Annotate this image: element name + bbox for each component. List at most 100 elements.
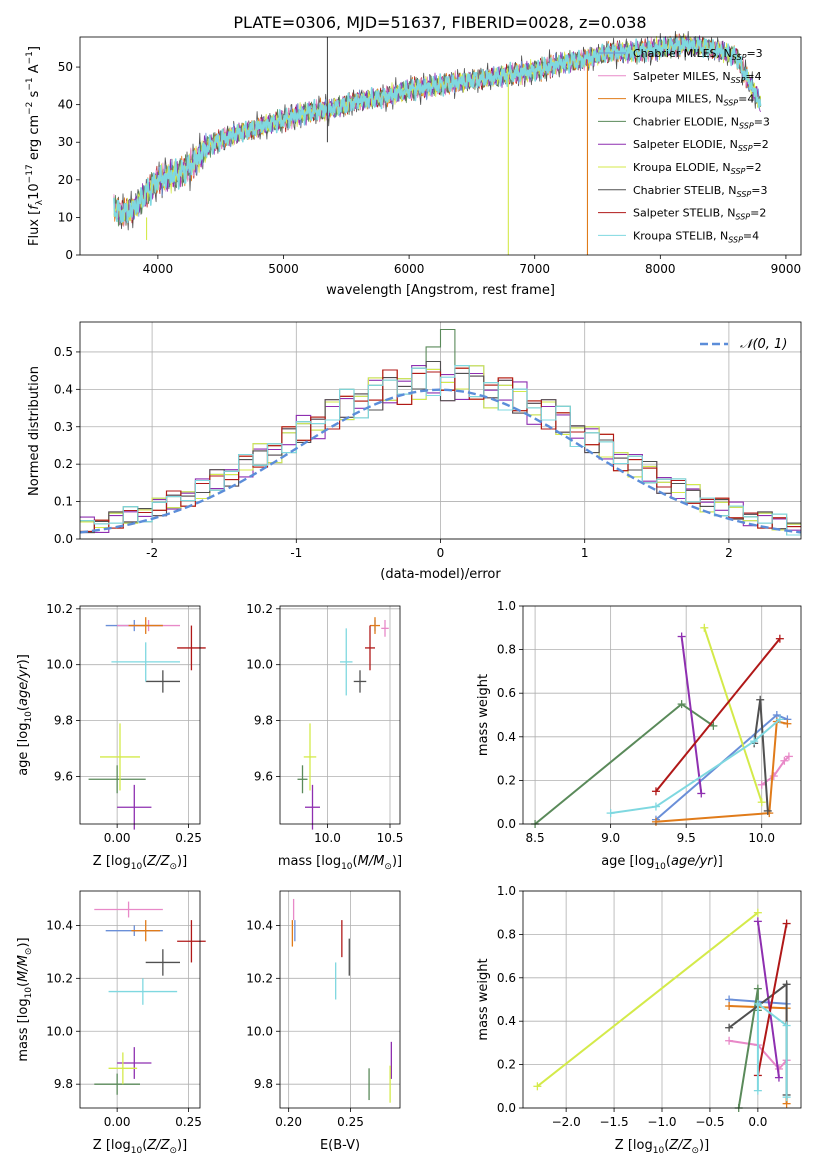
y-tick-label: 10.4 <box>46 918 73 932</box>
y-axis-label: mass [log10(M/M⊙)] <box>16 937 34 1061</box>
label-part: Flux [ <box>27 210 42 246</box>
weight-marker <box>757 780 766 789</box>
y-tick-label: 1.0 <box>497 599 516 613</box>
y-tick-label: 0.8 <box>497 927 516 941</box>
weight-marker <box>782 1021 791 1030</box>
panel-age-vs-mass: 10.0 10.5 9.6 9.8 10.0 10.2 mass [log10(M/M⊙)] <box>246 602 403 872</box>
label-part: Z/Z <box>146 1138 170 1153</box>
y-tick-label: 9.8 <box>254 714 273 728</box>
weight-marker <box>769 772 778 781</box>
axes-frame <box>279 890 401 1109</box>
label-part: Z/Z <box>668 1138 692 1153</box>
weight-marker <box>725 1036 734 1045</box>
label-part: ( <box>666 854 671 869</box>
legend-label-main: Chabrier MILES, N <box>633 47 732 60</box>
weight-line <box>756 1001 788 1098</box>
label-part: A <box>27 64 42 77</box>
x-axis-label: wavelength [Angstrom, rest frame] <box>326 283 555 298</box>
axes-frame <box>522 605 802 825</box>
errorbar-point <box>88 765 146 794</box>
weight-marker <box>697 789 706 798</box>
legend-label-main: Chabrier STELIB, N <box>633 184 737 197</box>
x-tick-label: 2 <box>725 546 733 560</box>
legend-label-main: Salpeter STELIB, N <box>633 207 735 220</box>
weight-marker <box>606 809 615 818</box>
legend-label-main: Salpeter MILES, N <box>633 70 731 83</box>
label-part: ( <box>664 1138 669 1153</box>
label-part: erg cm <box>27 115 42 164</box>
y-tick-label: 9.8 <box>54 1077 73 1091</box>
x-tick-label: 8000 <box>645 262 676 276</box>
weight-marker <box>782 1093 791 1102</box>
weight-marker <box>757 798 766 807</box>
label-part: M/M <box>358 854 385 869</box>
x-tick-label: -2 <box>146 546 158 560</box>
weight-marker <box>750 737 759 746</box>
weight-line <box>655 638 781 792</box>
y-tick-label: 10.0 <box>246 658 273 672</box>
legend-label: Chabrier MILES, NSSP=3 <box>633 47 763 62</box>
legend-label: Chabrier STELIB, NSSP=3 <box>633 184 767 199</box>
y-tick-label: 0.4 <box>54 382 73 396</box>
y-tick-label: 0.1 <box>54 495 73 509</box>
weight-marker <box>753 999 762 1008</box>
y-tick-label: 0.2 <box>497 773 516 787</box>
label-part: −2 <box>25 102 35 115</box>
label-part: age [ <box>601 854 634 869</box>
weight-marker <box>725 1023 734 1032</box>
label-part: s <box>27 90 42 101</box>
label-part: ( <box>142 854 147 869</box>
label-part: ⊙ <box>384 862 392 872</box>
x-tick-label: -1 <box>290 546 302 560</box>
y-axis-label: mass weight <box>476 958 491 1040</box>
legend-label-sub: SSP <box>728 235 743 244</box>
x-tick-label: 0.00 <box>104 1115 131 1129</box>
weight-line <box>680 636 703 794</box>
errorbar-point <box>177 920 206 963</box>
label-part: log <box>111 854 131 869</box>
y-tick-label: 10.0 <box>46 658 73 672</box>
y-tick-label: 10.0 <box>246 1024 273 1038</box>
spectrum-line <box>113 30 761 231</box>
axes-frame <box>79 890 201 1109</box>
label-part: ⊙ <box>169 1146 177 1156</box>
y-axis-label: Flux [fλ10−17 erg cm−2 s−1 A−1] <box>25 46 45 246</box>
label-part: M/M <box>16 955 31 982</box>
label-part: ( <box>353 854 358 869</box>
weight-marker <box>783 719 792 728</box>
legend-label-tail: =4 <box>738 93 754 106</box>
weight-marker <box>700 623 709 632</box>
label-part: 10 <box>131 862 143 872</box>
panel-age-vs-Z: 0.00 0.259.69.810.010.2Z [log10(Z/Z⊙)]age… <box>16 602 206 872</box>
errorbar-point <box>111 642 180 682</box>
errorbar-point <box>370 617 380 634</box>
weight-marker <box>775 634 784 643</box>
legend-label-sub: SSP <box>731 167 746 176</box>
weight-line <box>756 923 788 1076</box>
label-part: Z/Z <box>146 854 170 869</box>
legend-label-sub: SSP <box>739 121 754 130</box>
panel-residual-histogram: -2 -1 0 1 2 0.0 0.1 0.2 0.3 0.4 0.5 𝒩(0, 1) (data-mo… <box>27 321 802 582</box>
label-part: ] <box>27 46 42 51</box>
x-tick-label: 7000 <box>519 262 550 276</box>
axes-frame <box>79 605 201 825</box>
errorbar-point <box>381 619 389 637</box>
label-part: 10 <box>27 183 42 200</box>
x-tick-label: −0.5 <box>695 1115 724 1129</box>
label-part: )] <box>699 1138 709 1153</box>
panel-spectrum: 4000 5000 6000 7000 8000 9000 0 10 20 30 40 50 Chabr… <box>25 30 802 298</box>
legend-label-sub: SSP <box>738 144 753 153</box>
errorbar-point <box>117 784 152 830</box>
x-tick-label: 9.5 <box>677 831 696 845</box>
y-tick-label: 10.2 <box>46 971 73 985</box>
errorbar-point <box>94 1073 140 1095</box>
weight-marker <box>753 917 762 926</box>
weight-marker <box>774 1073 783 1082</box>
legend-label: Chabrier ELODIE, NSSP=3 <box>633 115 770 130</box>
label-part: 10 <box>654 862 666 872</box>
weight-marker <box>753 1086 762 1095</box>
legend-label: Salpeter MILES, NSSP=4 <box>633 70 762 85</box>
x-tick-label: 10.0 <box>314 831 341 845</box>
axes-frame <box>79 321 802 540</box>
label-part: λ <box>35 199 45 205</box>
